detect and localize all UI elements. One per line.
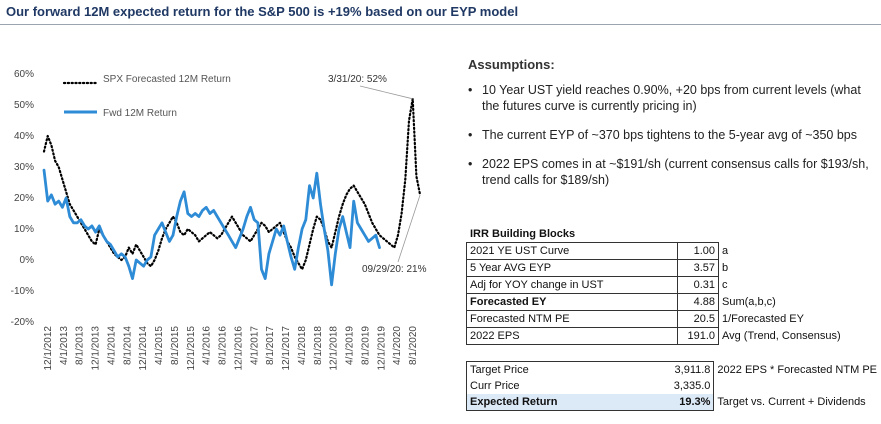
x-tick-label: 4/1/2013 <box>59 326 70 365</box>
target-label: Curr Price <box>465 378 662 394</box>
irr-label: 5 Year AVG EYP <box>466 259 678 277</box>
annotation-peak: 3/31/20: 52% <box>328 74 387 85</box>
x-tick-label: 12/1/2019 <box>376 326 387 371</box>
x-tick-label: 8/1/2013 <box>75 326 86 365</box>
annotation-latest: 09/29/20: 21% <box>362 264 427 275</box>
irr-row: 2021 YE UST Curve 1.00 a <box>466 242 844 260</box>
x-tick-label: 8/1/2016 <box>218 326 229 365</box>
x-tick-label: 8/1/2014 <box>122 326 133 365</box>
y-tick-label: -20% <box>11 317 34 328</box>
y-tick-label: 10% <box>14 224 34 235</box>
irr-row: 2022 EPS 191.0 Avg (Trend, Consensus) <box>466 327 844 345</box>
x-tick-label: 12/1/2018 <box>329 326 340 371</box>
irr-row: Forecasted NTM PE 20.5 1/Forecasted EY <box>466 310 844 328</box>
irr-value: 1.00 <box>677 242 719 260</box>
annotation-latest-leader <box>397 194 421 263</box>
irr-note: Sum(a,b,c) <box>722 296 776 308</box>
target-row: Curr Price 3,335.0 <box>465 378 881 394</box>
target-value: 19.3% <box>661 394 715 411</box>
irr-value: 4.88 <box>677 293 719 311</box>
assumption-item: 10 Year UST yield reaches 0.90%, +20 bps… <box>468 82 878 114</box>
x-tick-label: 12/1/2012 <box>43 326 54 371</box>
irr-label: 2022 EPS <box>466 327 678 345</box>
y-tick-label: 20% <box>14 193 34 204</box>
irr-label: Adj for YOY change in UST <box>466 276 678 294</box>
target-row: Target Price 3,911.8 2022 EPS * Forecast… <box>465 361 881 378</box>
irr-note: a <box>722 245 729 257</box>
target-note: Target vs. Current + Dividends <box>717 396 866 409</box>
target-note: 2022 EPS * Forecasted NTM PE <box>717 363 877 376</box>
irr-value: 20.5 <box>677 310 719 328</box>
y-tick-label: 0% <box>20 255 35 266</box>
title-divider <box>0 24 881 25</box>
x-tick-label: 4/1/2018 <box>297 326 308 365</box>
irr-label: Forecasted EY <box>466 293 678 311</box>
x-tick-label: 8/1/2020 <box>408 326 419 365</box>
x-tick-label: 4/1/2014 <box>106 326 117 365</box>
irr-row: Forecasted EY 4.88 Sum(a,b,c) <box>466 293 844 311</box>
assumptions-heading: Assumptions: <box>468 57 555 72</box>
target-table: Target Price 3,911.8 2022 EPS * Forecast… <box>465 361 881 411</box>
x-tick-label: 4/1/2016 <box>202 326 213 365</box>
series-line-fwd-return <box>42 168 381 287</box>
irr-note: Avg (Trend, Consensus) <box>722 330 841 342</box>
legend-label-fwd-return: Fwd 12M Return <box>103 108 177 119</box>
assumptions-panel: Assumptions: 10 Year UST yield reaches 0… <box>468 57 878 201</box>
target-note <box>714 378 881 394</box>
target-value: 3,335.0 <box>661 378 715 394</box>
x-tick-label: 12/1/2015 <box>186 326 197 371</box>
legend-label-spx-forecast: SPX Forecasted 12M Return <box>103 74 231 85</box>
irr-note: b <box>722 262 729 274</box>
irr-row: Adj for YOY change in UST 0.31 c <box>466 276 844 294</box>
x-tick-label: 8/1/2017 <box>265 326 276 365</box>
irr-table: 2021 YE UST Curve 1.00 a 5 Year AVG EYP … <box>466 242 844 345</box>
assumptions-list: 10 Year UST yield reaches 0.90%, +20 bps… <box>468 82 878 188</box>
y-tick-label: 60% <box>14 69 34 80</box>
target-label: Expected Return <box>465 394 662 411</box>
target-value: 3,911.8 <box>661 361 715 378</box>
irr-label: Forecasted NTM PE <box>466 310 678 328</box>
annotation-peak-leader <box>359 85 413 100</box>
irr-title: IRR Building Blocks <box>470 228 576 240</box>
irr-label: 2021 YE UST Curve <box>466 242 678 260</box>
irr-value: 0.31 <box>677 276 719 294</box>
irr-value: 191.0 <box>677 327 719 345</box>
expected-return-row: Expected Return 19.3% Target vs. Current… <box>465 394 881 411</box>
x-tick-label: 12/1/2013 <box>91 326 102 371</box>
x-tick-label: 4/1/2019 <box>345 326 356 365</box>
page-title: Our forward 12M expected return for the … <box>6 4 519 19</box>
irr-value: 3.57 <box>677 259 719 277</box>
y-tick-label: 30% <box>14 162 34 173</box>
x-tick-label: 12/1/2016 <box>233 326 244 371</box>
line-chart: -20% -10% 0% 10% 20% 30% 40% 50% 60% 12/1/2012 4/1… <box>11 69 427 371</box>
y-tick-label: -10% <box>11 286 34 297</box>
x-tick-label: 8/1/2019 <box>360 326 371 365</box>
y-tick-label: 50% <box>14 100 34 111</box>
x-tick-label: 4/1/2020 <box>392 326 403 365</box>
x-tick-label: 12/1/2017 <box>281 326 292 371</box>
x-tick-label: 4/1/2017 <box>249 326 260 365</box>
x-tick-label: 8/1/2015 <box>170 326 181 365</box>
irr-note: c <box>722 279 728 291</box>
assumption-item: 2022 EPS comes in at ~$191/sh (current c… <box>468 156 878 188</box>
x-tick-label: 12/1/2014 <box>138 326 149 371</box>
irr-note: 1/Forecasted EY <box>722 313 804 325</box>
x-tick-label: 8/1/2018 <box>313 326 324 365</box>
y-tick-label: 40% <box>14 131 34 142</box>
assumption-item: The current EYP of ~370 bps tightens to … <box>468 127 878 143</box>
target-label: Target Price <box>465 361 662 378</box>
x-tick-label: 4/1/2015 <box>154 326 165 365</box>
irr-row: 5 Year AVG EYP 3.57 b <box>466 259 844 277</box>
